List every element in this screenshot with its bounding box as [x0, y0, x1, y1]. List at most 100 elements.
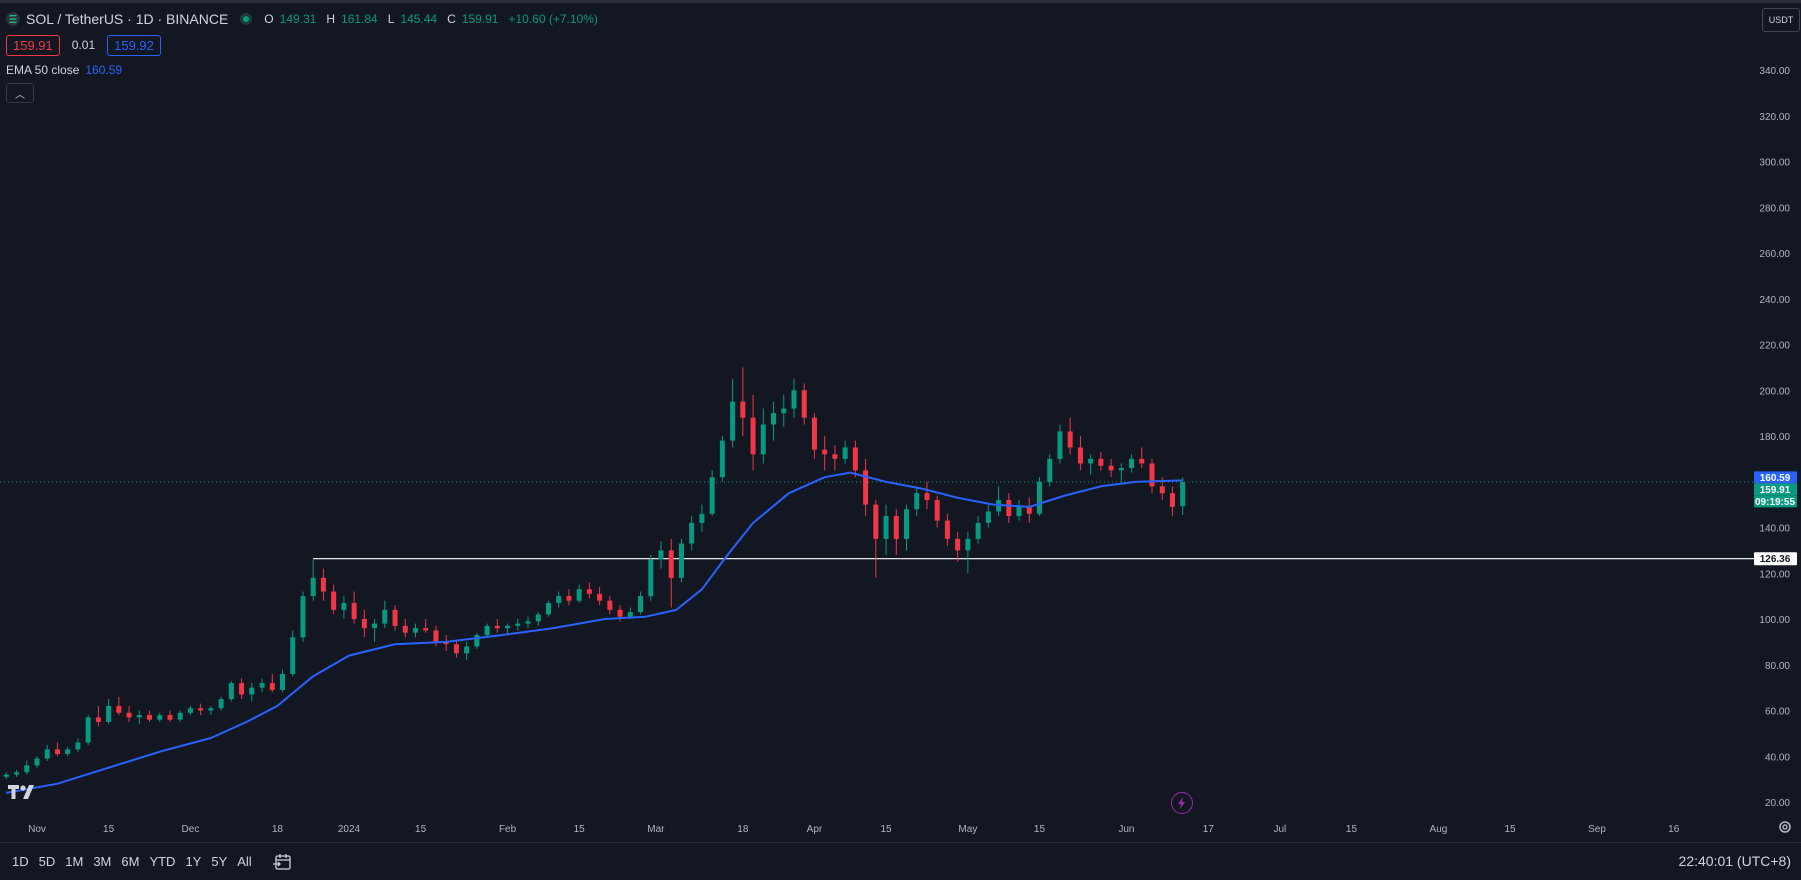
spread-value: 0.01 — [71, 38, 96, 52]
candle-body — [351, 602, 357, 619]
candle — [832, 445, 838, 471]
candle-body — [320, 577, 326, 592]
price-axis[interactable]: 340.00 320.00 300.00 280.00 260.00 240.00 220.… — [1756, 3, 1801, 825]
candle-body — [208, 708, 214, 711]
time-tick-label: Mar — [647, 824, 665, 835]
candle — [822, 436, 828, 471]
high-label: H — [326, 12, 336, 26]
candle-body — [832, 454, 838, 459]
time-tick-label: 15 — [415, 824, 427, 835]
buy-price-button[interactable]: 159.92 — [107, 34, 161, 56]
candle-body — [719, 440, 725, 478]
candle-body — [259, 683, 265, 688]
price-chart[interactable]: 340.00 320.00 300.00 280.00 260.00 240.00 220.… — [0, 0, 1801, 842]
candle-body — [1159, 486, 1165, 494]
price-tick-label: 140.00 — [1759, 524, 1790, 535]
candle-body — [1098, 458, 1104, 466]
go-to-date-button[interactable] — [272, 853, 292, 871]
indicator-value: 160.59 — [85, 63, 123, 77]
candle-body — [1047, 458, 1053, 482]
candle-body — [177, 712, 183, 720]
candle-body — [300, 596, 306, 638]
candle-body — [904, 509, 910, 539]
symbol-title[interactable]: SOL / TetherUS · 1D · BINANCE — [26, 11, 229, 27]
range-1y-button[interactable]: 1Y — [185, 854, 202, 869]
candle-body — [1169, 493, 1175, 507]
candle — [771, 401, 777, 441]
candle-body — [852, 447, 858, 471]
candle-body — [187, 708, 193, 713]
range-5y-button[interactable]: 5Y — [211, 854, 228, 869]
candle-body — [586, 589, 592, 594]
candle-body — [423, 628, 429, 631]
close-label: C — [447, 12, 456, 26]
candle-body — [24, 765, 30, 773]
candle — [126, 705, 132, 722]
chart-grid — [0, 3, 1755, 825]
candle-body — [1139, 458, 1145, 464]
candle-body — [157, 715, 163, 720]
candle-body — [505, 625, 511, 629]
range-5d-button[interactable]: 5D — [38, 854, 56, 869]
candle — [1077, 436, 1083, 471]
candle-body — [44, 749, 50, 759]
range-all-button[interactable]: All — [237, 854, 252, 869]
candle-body — [545, 602, 551, 615]
candle — [852, 440, 858, 478]
candle-body — [167, 715, 173, 720]
candle-body — [730, 401, 736, 441]
candle-body — [985, 511, 991, 523]
candle — [34, 756, 40, 768]
horizontal-line-126[interactable] — [0, 481, 1755, 560]
candle — [116, 696, 122, 716]
range-1d-button[interactable]: 1D — [12, 854, 29, 869]
candle-body — [1149, 463, 1155, 487]
range-1m-button[interactable]: 1M — [65, 854, 84, 869]
sell-price-button[interactable]: 159.91 — [6, 34, 60, 56]
candle — [494, 619, 500, 633]
candle-body — [382, 609, 388, 624]
indicator-row[interactable]: EMA 50 close 160.59 — [6, 63, 602, 77]
currency-selector[interactable]: USDT — [1762, 8, 1800, 32]
candle — [484, 623, 490, 638]
candle — [157, 712, 163, 722]
time-tick-label: Aug — [1430, 824, 1448, 835]
candle — [750, 394, 756, 471]
candle-body — [3, 774, 9, 777]
lightning-icon[interactable] — [1171, 792, 1193, 814]
price-axis-background — [1756, 3, 1801, 825]
candle — [1016, 500, 1022, 521]
price-tick-label: 300.00 — [1759, 158, 1790, 169]
candle-body — [1016, 506, 1022, 517]
gear-icon[interactable] — [1776, 818, 1794, 836]
range-6m-button[interactable]: 6M — [121, 854, 140, 869]
candle-body — [228, 683, 234, 700]
range-3m-button[interactable]: 3M — [93, 854, 112, 869]
candle — [760, 408, 766, 464]
candle — [310, 559, 316, 601]
candle-body — [617, 609, 623, 617]
range-ytd-button[interactable]: YTD — [149, 854, 176, 869]
time-axis[interactable]: Nov 15 Dec 18 2024 15 Feb 15 Mar 18 Apr 15 May 15 Jun 1… — [28, 824, 1680, 835]
candle-body — [95, 717, 101, 722]
candle-body — [955, 538, 961, 551]
timezone-clock[interactable]: 22:40:01 (UTC+8) — [1678, 853, 1791, 869]
candle-body — [801, 390, 807, 418]
candle — [740, 367, 746, 436]
indicator-name[interactable]: EMA 50 close — [6, 63, 80, 77]
candle-body — [1026, 506, 1032, 514]
price-tick-label: 120.00 — [1759, 569, 1790, 580]
candle-body — [464, 646, 470, 654]
candle — [402, 619, 408, 638]
candle-body — [75, 742, 81, 750]
horizontal-line-tag: 126.36 — [1754, 552, 1797, 566]
candle-body — [1108, 465, 1114, 471]
tradingview-logo-icon[interactable] — [8, 785, 38, 799]
candlestick-series — [3, 367, 1186, 780]
collapse-legend-button[interactable]: ︿ — [6, 83, 34, 103]
candle-body — [678, 543, 684, 578]
candle — [147, 710, 153, 722]
candle — [904, 504, 910, 551]
candle-body — [494, 625, 500, 629]
